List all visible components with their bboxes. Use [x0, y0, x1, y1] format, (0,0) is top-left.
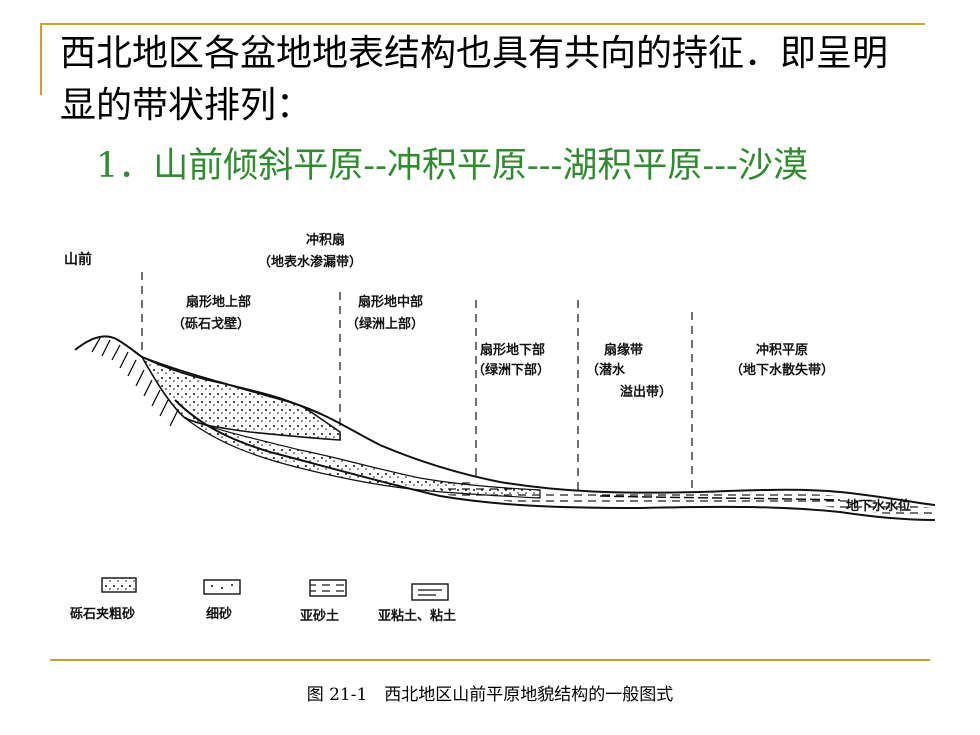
legend-label-gravel: 砾石夹粗砂: [70, 606, 135, 622]
zone4-sub1: （潜水: [586, 362, 626, 378]
legend-swatch-sandy-loam: [309, 579, 347, 597]
figure-caption: 图 21-1 西北地区山前平原地貌结构的一般图式: [306, 685, 674, 705]
zone2-label: 扇形地中部: [358, 294, 423, 310]
top-rule: [40, 23, 925, 25]
intro-text: 西北地区各盆地地表结构也具有共向的持征．即呈明显的带状排列：: [60, 33, 889, 126]
zone4-sub2: 溢出带）: [620, 384, 672, 400]
mountain-hatching: [91, 337, 179, 427]
legend-label-clay: 亚粘土、粘土: [378, 608, 456, 624]
zone3-label: 扇形地下部: [480, 342, 545, 358]
legend-label-fine-sand: 细砂: [206, 606, 232, 622]
point-1: 1．山前倾斜平原--冲积平原---湖积平原---沙漠: [96, 146, 808, 186]
zone3-sub: （绿洲下部）: [472, 362, 550, 378]
side-rule: [40, 23, 42, 95]
mountain-outline: [74, 335, 143, 358]
label-chongjishan-sub: （地表水渗漏带）: [258, 254, 362, 270]
base-line: [174, 399, 936, 521]
label-shanqian: 山前: [64, 251, 92, 268]
legend-label-sandy-loam: 亚砂土: [300, 608, 339, 624]
groundwater-label: 地下水水位: [846, 498, 911, 514]
legend-swatch-clay: [411, 583, 449, 601]
label-chongjishan: 冲积扇: [306, 232, 345, 248]
zone4-label: 扇缘带: [604, 342, 643, 358]
zone5-label: 冲积平原: [756, 342, 808, 358]
surface-line: [141, 356, 936, 506]
bottom-rule: [50, 659, 930, 661]
zone2-sub: （绿洲上部）: [346, 316, 424, 332]
legend-swatch-gravel: [101, 577, 137, 593]
zone-dividers: [141, 272, 693, 492]
groundwater-line: [599, 495, 841, 501]
zone5-sub: （地下水散失带）: [730, 362, 834, 378]
gravel-layer: [140, 355, 341, 441]
legend: 砾石夹粗砂 细砂 亚砂土 亚粘土、粘土: [70, 577, 456, 624]
zone1-label: 扇形地上部: [186, 294, 251, 310]
zone1-sub: （砾石戈壁）: [172, 316, 250, 332]
